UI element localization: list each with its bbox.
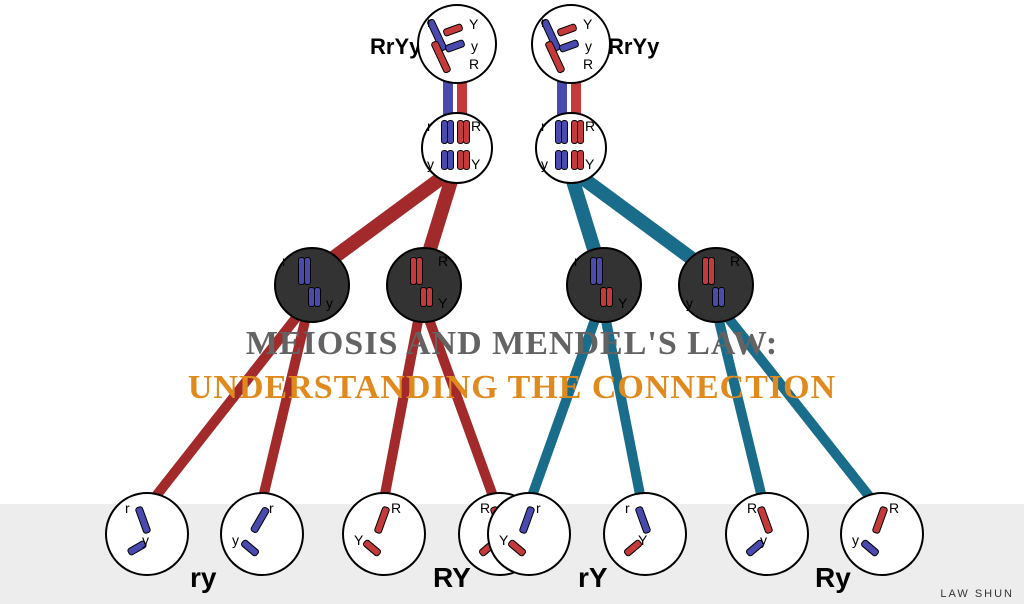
allele-label: y (471, 38, 478, 54)
chromosome (426, 287, 433, 307)
chromosome (577, 150, 584, 170)
allele-label: R (585, 118, 595, 134)
allele-label: R (730, 253, 740, 269)
allele-label: R (438, 253, 448, 269)
allele-label: y (760, 532, 767, 548)
allele-label: Y (438, 295, 447, 311)
allele-label: Y (499, 532, 508, 548)
allele-label: R (747, 500, 757, 516)
chromosome (463, 150, 470, 170)
chromosome (577, 120, 584, 144)
allele-label: r (269, 500, 274, 516)
chromosome (447, 150, 454, 170)
title-line1: MEIOSIS AND MENDEL'S LAW: (0, 322, 1024, 366)
genotype-label: RrYy (370, 34, 421, 60)
chromosome (606, 287, 613, 307)
gamete-group-label: ry (190, 562, 216, 594)
allele-label: R (480, 500, 490, 516)
chromosome (416, 257, 423, 285)
chromosome (463, 120, 470, 144)
chromosome (561, 120, 568, 144)
allele-label: y (541, 156, 548, 172)
allele-label: y (686, 295, 693, 311)
allele-label: Y (471, 156, 480, 172)
allele-label: r (427, 118, 432, 134)
gamete-group-label: Ry (815, 562, 851, 594)
allele-label: r (125, 500, 130, 516)
gamete-group-label: RY (433, 562, 471, 594)
gamete-group-label: rY (578, 562, 608, 594)
allele-label: r (625, 500, 630, 516)
chromosome (447, 120, 454, 144)
chromosome (718, 287, 725, 307)
allele-label: Y (583, 16, 592, 32)
allele-label: y (852, 532, 859, 548)
watermark: LAW SHUN (940, 588, 1014, 600)
allele-label: y (585, 38, 592, 54)
allele-label: Y (638, 532, 647, 548)
allele-label: R (889, 500, 899, 516)
chromosome (314, 287, 321, 307)
allele-label: r (427, 14, 432, 30)
chromosome (708, 257, 715, 285)
allele-label: r (282, 253, 287, 269)
allele-label: r (541, 118, 546, 134)
chromosome (596, 257, 603, 285)
allele-label: Y (469, 16, 478, 32)
allele-label: R (469, 56, 479, 72)
allele-label: r (541, 14, 546, 30)
allele-label: y (142, 532, 149, 548)
chromosome (304, 257, 311, 285)
allele-label: y (326, 295, 333, 311)
allele-label: Y (585, 156, 594, 172)
genotype-label: RrYy (608, 34, 659, 60)
allele-label: y (232, 532, 239, 548)
chromosome (561, 150, 568, 170)
allele-label: R (583, 56, 593, 72)
title-block: MEIOSIS AND MENDEL'S LAW: UNDERSTANDING … (0, 322, 1024, 410)
allele-label: Y (354, 532, 363, 548)
cell (678, 247, 754, 323)
title-line2: UNDERSTANDING THE CONNECTION (0, 366, 1024, 410)
allele-label: Y (618, 295, 627, 311)
allele-label: y (427, 156, 434, 172)
cell (386, 247, 462, 323)
allele-label: r (536, 500, 541, 516)
allele-label: r (574, 253, 579, 269)
allele-label: R (471, 118, 481, 134)
allele-label: R (391, 500, 401, 516)
